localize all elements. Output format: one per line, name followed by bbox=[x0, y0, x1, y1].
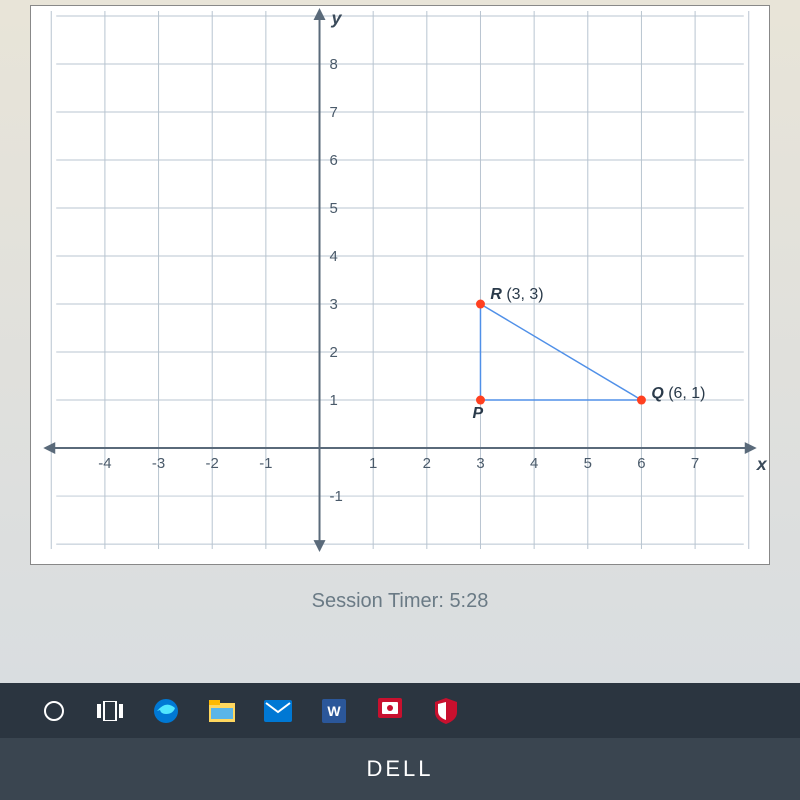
mcafee-shield-icon[interactable] bbox=[432, 697, 460, 725]
svg-text:3: 3 bbox=[476, 455, 484, 472]
content-area: -4 -3 -2 -1 1 2 3 4 5 6 7 -1 1 2 3 4 5 6 7 8 x y P R (3, 3) Q (… bbox=[0, 0, 800, 683]
svg-text:-1: -1 bbox=[259, 455, 272, 472]
svg-text:3: 3 bbox=[329, 296, 337, 313]
svg-text:5: 5 bbox=[584, 455, 592, 472]
session-timer: Session Timer: 5:28 bbox=[312, 590, 489, 613]
svg-text:-2: -2 bbox=[206, 455, 219, 472]
edge-icon[interactable] bbox=[152, 697, 180, 725]
svg-text:1: 1 bbox=[369, 455, 377, 472]
coordinate-graph: -4 -3 -2 -1 1 2 3 4 5 6 7 -1 1 2 3 4 5 6 7 8 x y P R (3, 3) Q (… bbox=[30, 5, 770, 565]
brand-logo: DELL bbox=[0, 738, 800, 800]
svg-text:-4: -4 bbox=[98, 455, 111, 472]
svg-text:5: 5 bbox=[329, 200, 337, 217]
svg-text:7: 7 bbox=[329, 104, 337, 121]
svg-text:-3: -3 bbox=[152, 455, 165, 472]
svg-text:-1: -1 bbox=[329, 488, 342, 505]
svg-text:6: 6 bbox=[329, 152, 337, 169]
mcafee-icon[interactable] bbox=[376, 697, 404, 725]
svg-text:7: 7 bbox=[691, 455, 699, 472]
word-icon[interactable]: W bbox=[320, 697, 348, 725]
svg-text:y: y bbox=[330, 8, 342, 28]
svg-text:P: P bbox=[473, 405, 484, 422]
svg-text:2: 2 bbox=[329, 344, 337, 361]
session-timer-value: 5:28 bbox=[449, 590, 488, 612]
svg-text:W: W bbox=[327, 703, 341, 719]
svg-text:8: 8 bbox=[329, 56, 337, 73]
cortana-icon[interactable] bbox=[40, 697, 68, 725]
svg-text:6: 6 bbox=[637, 455, 645, 472]
svg-text:4: 4 bbox=[329, 248, 337, 265]
svg-text:R (3, 3): R (3, 3) bbox=[490, 286, 543, 303]
svg-text:1: 1 bbox=[329, 392, 337, 409]
svg-text:2: 2 bbox=[423, 455, 431, 472]
mail-icon[interactable] bbox=[264, 697, 292, 725]
file-explorer-icon[interactable] bbox=[208, 697, 236, 725]
svg-text:x: x bbox=[756, 454, 768, 474]
graph-svg: -4 -3 -2 -1 1 2 3 4 5 6 7 -1 1 2 3 4 5 6 7 8 x y P R (3, 3) Q (… bbox=[31, 6, 769, 564]
svg-text:4: 4 bbox=[530, 455, 538, 472]
task-view-icon[interactable] bbox=[96, 697, 124, 725]
svg-text:Q (6, 1): Q (6, 1) bbox=[651, 385, 705, 402]
taskbar[interactable]: W bbox=[0, 683, 800, 738]
session-timer-label: Session Timer: bbox=[312, 590, 444, 612]
